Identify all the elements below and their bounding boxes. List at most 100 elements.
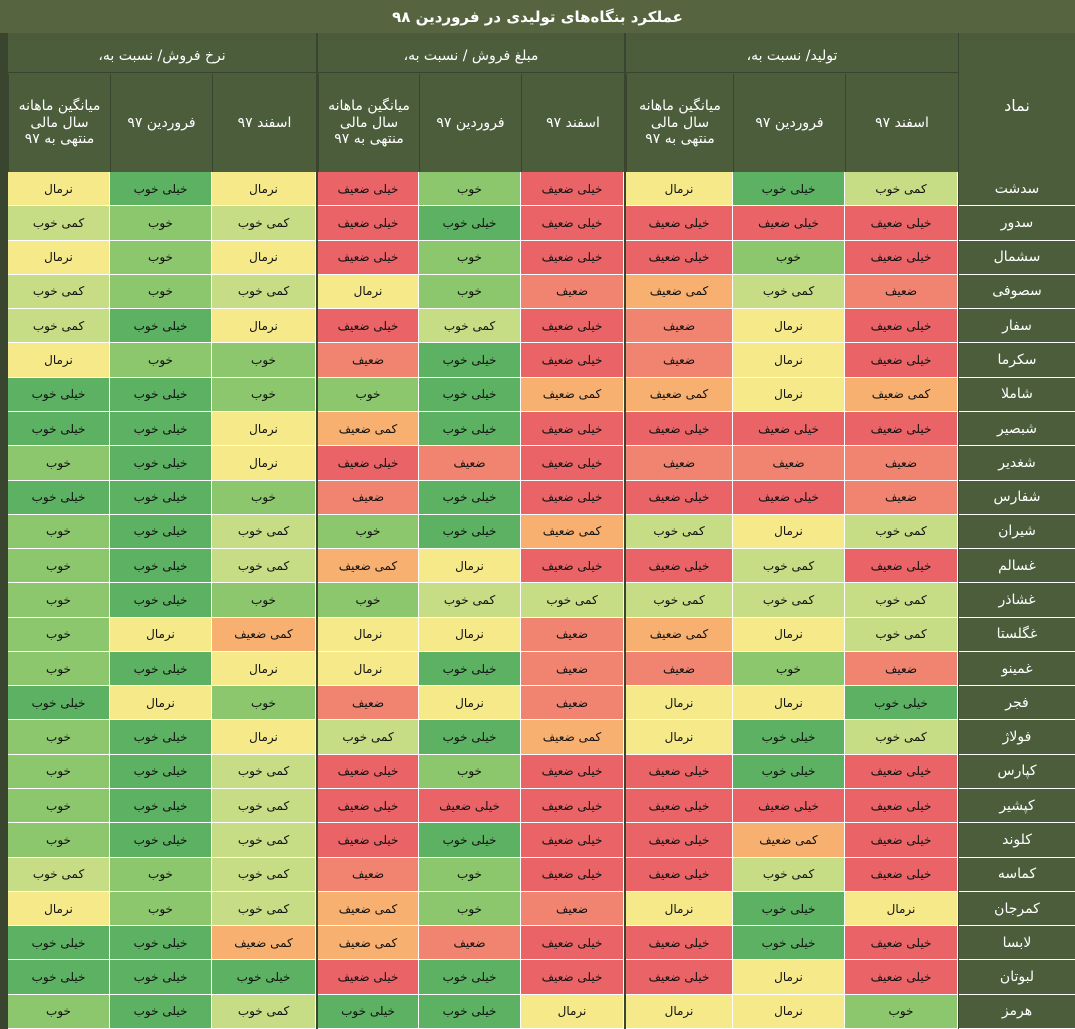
rating-cell: خیلی ضعیف xyxy=(733,480,845,515)
row-symbol: هرمز xyxy=(959,994,1075,1029)
rating-cell: کمی خوب xyxy=(733,549,845,584)
rating-cell: خیلی ضعیف xyxy=(521,480,624,515)
rating-cell: کمی خوب xyxy=(845,514,958,550)
rating-cell: خیلی خوب xyxy=(8,960,110,995)
rating-cell: خیلی ضعیف xyxy=(521,343,624,378)
rating-cell: کمی خوب xyxy=(212,274,316,310)
rating-cell: ضعیف xyxy=(419,446,521,481)
rating-cell: خیلی خوب xyxy=(845,686,958,721)
rating-cell: خوب xyxy=(318,583,419,618)
rating-cell: خیلی ضعیف xyxy=(626,549,733,584)
sub-header-1-2: فروردین ۹۷ xyxy=(733,74,845,172)
rating-cell: کمی خوب xyxy=(212,891,316,927)
rating-cell: کمی خوب xyxy=(212,549,316,584)
row-symbol: فجر xyxy=(959,686,1075,721)
rating-cell: خوب xyxy=(419,754,521,790)
rating-cell: خیلی خوب xyxy=(110,514,212,550)
rating-cell: کمی ضعیف xyxy=(845,377,958,412)
rating-cell: خیلی خوب xyxy=(110,994,212,1029)
row-symbol: غگلستا xyxy=(959,617,1075,652)
rating-cell: نرمال xyxy=(733,377,845,412)
rating-cell: نرمال xyxy=(8,891,110,927)
rating-cell: کمی ضعیف xyxy=(521,377,624,412)
rating-cell: خیلی خوب xyxy=(419,823,521,858)
rating-cell: نرمال xyxy=(110,686,212,721)
rating-cell: کمی خوب xyxy=(419,309,521,344)
rating-cell: ضعیف xyxy=(318,857,419,892)
rating-cell: خوب xyxy=(8,514,110,550)
rating-cell: خیلی ضعیف xyxy=(626,480,733,515)
rating-cell: نرمال xyxy=(212,720,316,755)
rating-cell: خیلی ضعیف xyxy=(521,172,624,207)
rating-cell: کمی ضعیف xyxy=(626,617,733,652)
rating-cell: خیلی خوب xyxy=(110,446,212,481)
row-symbol: غمینو xyxy=(959,651,1075,687)
rating-cell: ضعیف xyxy=(626,446,733,481)
rating-cell: خیلی خوب xyxy=(110,926,212,961)
rating-cell: نرمال xyxy=(845,891,958,927)
rating-cell: نرمال xyxy=(733,960,845,995)
rating-cell: خوب xyxy=(8,720,110,755)
sub-header-3-3: میانگین ماهانه سال مالی منتهی به ۹۷ xyxy=(8,74,110,172)
rating-cell: خیلی ضعیف xyxy=(419,789,521,824)
rating-cell: خوب xyxy=(110,857,212,892)
rating-cell: ضعیف xyxy=(521,274,624,310)
rating-cell: خوب xyxy=(419,172,521,207)
rating-cell: نرمال xyxy=(419,549,521,584)
rating-cell: خیلی خوب xyxy=(733,754,845,790)
rating-cell: خیلی خوب xyxy=(419,411,521,447)
rating-cell: خیلی خوب xyxy=(110,960,212,995)
rating-cell: خیلی خوب xyxy=(110,754,212,790)
rating-cell: خیلی ضعیف xyxy=(626,411,733,447)
rating-cell: کمی ضعیف xyxy=(212,617,316,652)
rating-cell: خیلی خوب xyxy=(110,789,212,824)
rating-cell: نرمال xyxy=(8,343,110,378)
rating-cell: ضعیف xyxy=(318,686,419,721)
row-symbol: سدور xyxy=(959,206,1075,241)
rating-cell: ضعیف xyxy=(626,309,733,344)
rating-cell: خیلی خوب xyxy=(733,926,845,961)
rating-cell: خیلی ضعیف xyxy=(521,960,624,995)
rating-cell: خیلی ضعیف xyxy=(521,411,624,447)
rating-cell: کمی خوب xyxy=(212,789,316,824)
rating-cell: خیلی خوب xyxy=(8,480,110,515)
rating-cell: نرمال xyxy=(318,651,419,687)
sub-header-1-3: میانگین ماهانه سال مالی منتهی به ۹۷ xyxy=(626,74,733,172)
rating-cell: نرمال xyxy=(733,514,845,550)
rating-cell: نرمال xyxy=(626,172,733,207)
rating-cell: خیلی خوب xyxy=(419,960,521,995)
group-divider xyxy=(316,33,318,1029)
rating-cell: کمی خوب xyxy=(845,583,958,618)
rating-cell: کمی خوب xyxy=(8,309,110,344)
rating-cell: خوب xyxy=(110,206,212,241)
rating-cell: خوب xyxy=(212,583,316,618)
rating-cell: خیلی ضعیف xyxy=(733,789,845,824)
rating-cell: خیلی خوب xyxy=(733,172,845,207)
rating-cell: نرمال xyxy=(212,309,316,344)
sub-header-2-3: میانگین ماهانه سال مالی منتهی به ۹۷ xyxy=(318,74,419,172)
row-symbol: سکرما xyxy=(959,343,1075,378)
row-symbol: شبصیر xyxy=(959,411,1075,447)
rating-cell: نرمال xyxy=(521,994,624,1029)
rating-cell: نرمال xyxy=(318,274,419,310)
rating-cell: خیلی ضعیف xyxy=(845,411,958,447)
rating-cell: خوب xyxy=(733,240,845,275)
rating-cell: خیلی ضعیف xyxy=(521,857,624,892)
rating-cell: خوب xyxy=(8,994,110,1029)
rating-cell: کمی ضعیف xyxy=(318,926,419,961)
row-symbol: شاملا xyxy=(959,377,1075,412)
rating-cell: خوب xyxy=(212,343,316,378)
rating-cell: نرمال xyxy=(733,994,845,1029)
row-symbol: غسالم xyxy=(959,549,1075,584)
rating-cell: خیلی خوب xyxy=(419,994,521,1029)
row-symbol: کلوند xyxy=(959,823,1075,858)
rating-cell: کمی ضعیف xyxy=(521,720,624,755)
rating-cell: کمی خوب xyxy=(626,583,733,618)
rating-cell: خیلی خوب xyxy=(110,720,212,755)
row-symbol: شغدیر xyxy=(959,446,1075,481)
rating-cell: کمی خوب xyxy=(212,823,316,858)
row-symbol: شفارس xyxy=(959,480,1075,515)
sub-header-2-1: اسفند ۹۷ xyxy=(521,74,624,172)
rating-cell: نرمال xyxy=(733,686,845,721)
